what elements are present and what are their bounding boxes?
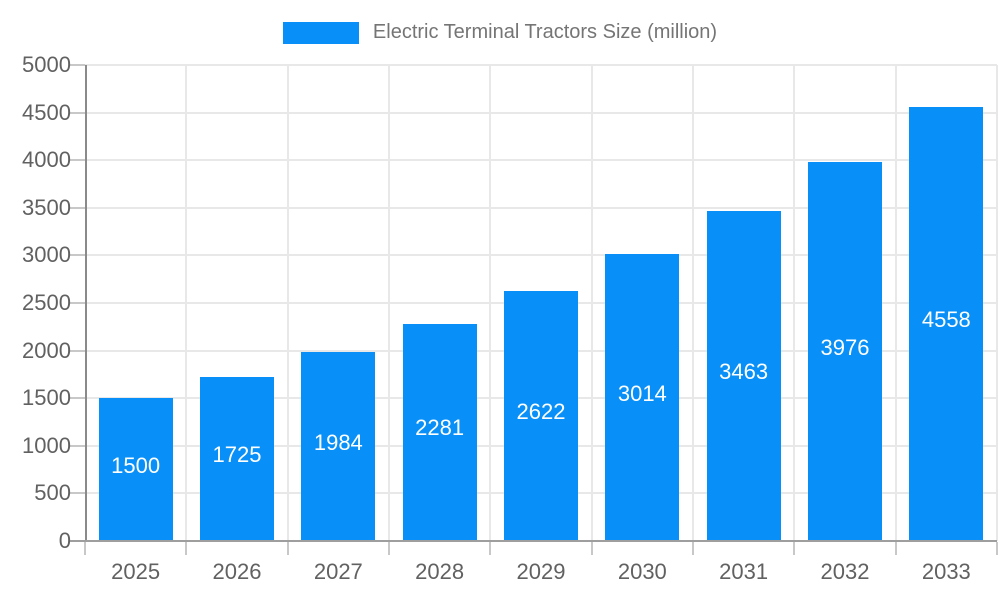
y-gridline: [85, 206, 997, 209]
y-axis-tick: [70, 254, 85, 257]
y-axis-tick: [70, 159, 85, 162]
x-axis-label: 2025: [111, 559, 161, 584]
x-axis-label: 2033: [921, 559, 971, 584]
bar[interactable]: 3976: [808, 162, 882, 541]
x-axis-tick: [84, 542, 86, 555]
bar[interactable]: 2622: [504, 291, 578, 541]
x-gridline: [793, 65, 796, 541]
y-axis-tick: [70, 206, 85, 209]
bar[interactable]: 1500: [98, 398, 173, 541]
x-axis-label: 2027: [313, 559, 363, 584]
y-axis-label: 1000: [22, 432, 71, 458]
y-axis-tick: [70, 111, 85, 114]
y-axis-label: 500: [34, 480, 71, 506]
x-axis-tick: [692, 542, 694, 555]
y-axis-tick: [70, 397, 85, 400]
y-axis-label: 4500: [22, 99, 71, 125]
x-gridline: [996, 65, 998, 541]
y-axis-label: 2500: [22, 290, 71, 315]
y-axis-tick: [70, 302, 85, 304]
y-axis-label: 0: [58, 528, 71, 553]
y-axis-label: 5000: [22, 52, 71, 77]
bar-value-label: 4558: [921, 307, 971, 333]
bar-value-label: 2281: [415, 415, 465, 441]
x-gridline: [489, 65, 492, 541]
legend-label: Electric Terminal Tractors Size (million…: [372, 21, 718, 43]
y-axis-label: 1500: [22, 385, 71, 411]
x-gridline: [286, 65, 289, 541]
x-gridline: [185, 65, 188, 541]
y-gridline: [85, 111, 997, 114]
legend[interactable]: Electric Terminal Tractors Size (million…: [0, 21, 1000, 44]
y-axis-label: 3500: [22, 194, 71, 220]
x-axis-tick: [590, 542, 593, 555]
bar[interactable]: 2281: [402, 323, 477, 541]
x-axis-tick: [996, 542, 998, 555]
x-axis-label: 2031: [719, 559, 769, 584]
y-axis-label: 2000: [22, 337, 71, 363]
x-axis-line: [70, 540, 997, 542]
bar-value-label: 3014: [617, 380, 667, 406]
x-axis-label: 2028: [415, 559, 465, 584]
bar-value-label: 1500: [111, 452, 161, 478]
legend-swatch-icon: [282, 21, 359, 44]
x-axis-label: 2026: [212, 559, 262, 584]
x-gridline: [388, 65, 390, 541]
bar[interactable]: 1725: [200, 376, 274, 541]
bar-value-label: 2622: [516, 399, 566, 425]
x-axis-label: 2032: [820, 559, 870, 584]
y-axis-label: 3000: [22, 242, 71, 268]
y-gridline: [85, 159, 997, 162]
x-axis-tick: [185, 542, 188, 555]
bar-value-label: 1725: [212, 441, 262, 467]
x-axis-tick: [793, 542, 796, 555]
y-axis-tick: [70, 492, 85, 495]
bar[interactable]: 3463: [706, 211, 781, 541]
x-gridline: [692, 65, 694, 541]
x-gridline: [894, 65, 897, 541]
bar-value-label: 1984: [313, 429, 363, 455]
bar[interactable]: 3014: [605, 254, 680, 541]
bar-value-label: 3976: [820, 334, 870, 360]
bar[interactable]: 1984: [301, 352, 376, 541]
y-axis-line: [85, 65, 87, 541]
x-axis-label: 2029: [516, 559, 566, 584]
y-gridline: [85, 64, 997, 66]
x-axis-tick: [388, 542, 390, 555]
y-gridline: [85, 254, 997, 257]
y-axis-tick: [70, 349, 85, 352]
y-axis-tick: [70, 444, 85, 447]
x-axis-tick: [489, 542, 492, 555]
bar[interactable]: 4558: [909, 107, 984, 541]
x-axis-tick: [894, 542, 897, 555]
y-axis-label: 4000: [22, 147, 71, 173]
x-gridline: [590, 65, 593, 541]
x-axis-label: 2030: [617, 559, 667, 584]
x-axis-tick: [286, 542, 289, 555]
bar-value-label: 3463: [719, 359, 769, 385]
y-axis-tick: [70, 64, 85, 66]
